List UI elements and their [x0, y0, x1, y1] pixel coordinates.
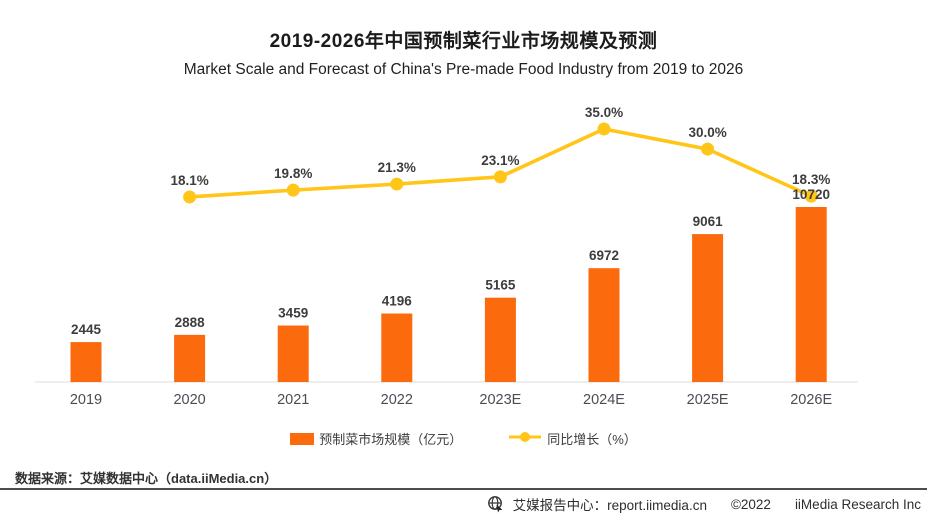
bar-2024E — [588, 268, 620, 382]
x-axis-label-2023E: 2023E — [479, 392, 521, 408]
growth-point-2025E — [701, 142, 715, 156]
x-axis-label-2026E: 2026E — [790, 392, 832, 408]
bar-2019 — [70, 342, 102, 382]
globe-cursor-icon — [487, 495, 505, 513]
line-series-swatch — [508, 431, 542, 446]
bar-value-label-2025E: 9061 — [693, 214, 724, 229]
company-name: iiMedia Research Inc — [794, 496, 921, 512]
bar-2025E — [692, 234, 724, 382]
bottom-bar: 艾媒报告中心：report.iimedia.cn ©2022 iiMedia R… — [487, 492, 921, 516]
chart-legend: 预制菜市场规模（亿元） 同比增长（%） — [0, 429, 927, 448]
growth-label-2022: 21.3% — [378, 160, 416, 175]
report-center-url: 艾媒报告中心：report.iimedia.cn — [512, 498, 707, 513]
bar-value-label-2019: 2445 — [71, 322, 102, 337]
growth-point-2020 — [183, 190, 197, 204]
line-series-label: 同比增长（%） — [547, 432, 637, 447]
chart-title-cn: 2019-2026年中国预制菜行业市场规模及预测 — [269, 31, 658, 52]
growth-point-2021 — [286, 183, 300, 197]
bar-2026E — [795, 207, 827, 382]
bar-value-label-2026E: 10720 — [792, 187, 830, 202]
bar-2021 — [277, 325, 309, 382]
bar-value-label-2024E: 6972 — [589, 248, 619, 263]
bar-value-label-2020: 2888 — [175, 315, 206, 330]
bar-series-label: 预制菜市场规模（亿元） — [319, 432, 463, 447]
x-axis-label-2024E: 2024E — [583, 392, 625, 408]
chart-title-en: Market Scale and Forecast of China's Pre… — [183, 61, 744, 78]
legend-item-bar: 预制菜市场规模（亿元） — [290, 429, 462, 448]
bar-series-swatch — [290, 432, 315, 445]
growth-label-2024E: 35.0% — [585, 105, 623, 120]
data-source-note: 数据来源：艾媒数据中心（data.iiMedia.cn） — [15, 471, 278, 486]
growth-point-2023E — [493, 170, 507, 184]
x-axis-label-2022: 2022 — [381, 392, 413, 408]
x-axis-label-2019: 2019 — [70, 392, 102, 408]
copyright-year: ©2022 — [730, 496, 771, 512]
legend-item-line: 同比增长（%） — [508, 429, 637, 448]
footer-divider — [0, 488, 927, 490]
growth-label-2026E: 18.3% — [792, 172, 830, 187]
bar-value-label-2022: 4196 — [382, 294, 413, 309]
x-axis-label-2025E: 2025E — [687, 392, 729, 408]
growth-label-2023E: 23.1% — [481, 153, 519, 168]
bar-2023E — [484, 297, 516, 382]
x-axis-label-2021: 2021 — [277, 392, 309, 408]
bar-value-label-2023E: 5165 — [485, 278, 516, 293]
growth-point-2024E — [597, 122, 611, 136]
growth-point-2022 — [390, 177, 404, 191]
x-axis-label-2020: 2020 — [173, 392, 205, 408]
bar-2022 — [381, 313, 413, 382]
growth-label-2021: 19.8% — [274, 166, 312, 181]
growth-label-2025E: 30.0% — [688, 125, 726, 140]
bar-value-label-2021: 3459 — [278, 306, 308, 321]
bar-2020 — [174, 334, 206, 382]
growth-point-2026E — [804, 189, 818, 203]
growth-label-2020: 18.1% — [170, 173, 208, 188]
